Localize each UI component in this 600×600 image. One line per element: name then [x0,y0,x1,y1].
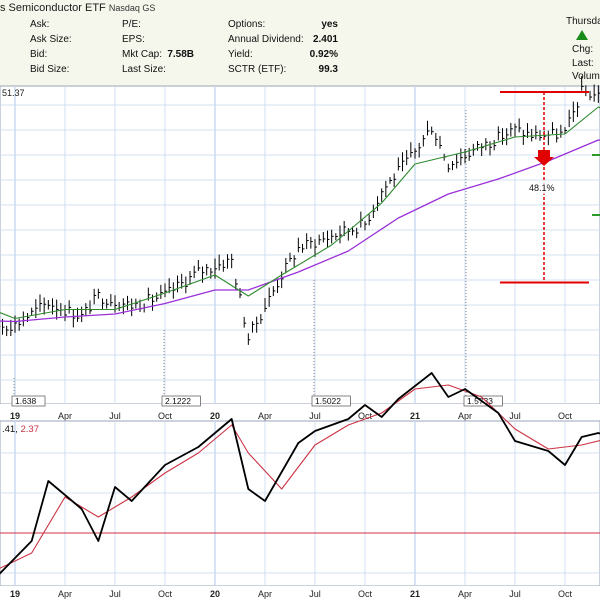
macd-line [0,372,600,575]
sctr-value: 99.3 [318,64,338,75]
options-value: yes [321,19,338,30]
chg-label: Chg: [572,44,594,55]
price-x-tick-label: Jul [509,411,521,421]
sma-long-line [0,139,600,323]
price-x-tick-label: Apr [458,411,472,421]
price-x-tick-label: 20 [210,411,220,421]
yield-value: 0.92% [309,49,338,60]
signal-value: 2.37 [21,424,40,435]
quote-header: s Semiconductor ETF Nasdaq GS Ask: Ask S… [0,0,600,87]
bid-label: Bid: [30,49,48,60]
oscillator-x-tick-label: Apr [458,589,472,599]
price-top-value-label: 51.37 [2,88,25,98]
oscillator-x-tick-label: 20 [210,589,220,599]
ask-size-label: Ask Size: [30,34,72,45]
sma-short-line [0,106,600,320]
price-marker-box [11,395,46,407]
options-label: Options: [228,19,266,30]
oscillator-x-tick-label: 21 [410,589,420,599]
oscillator-x-tick-label: 19 [10,589,20,599]
sctr-label: SCTR (ETF): [228,64,287,75]
price-x-tick-label: Jul [309,411,321,421]
exchange-name: Nasdaq GS [108,3,156,13]
oscillator-panel-frame [0,420,600,587]
price-marker-label: 1.638 [15,396,37,406]
oscillator-legend: .41, 2.37 [2,424,39,435]
day-label: Thursda [566,16,600,27]
annual-dividend-label: Annual Dividend: [228,34,304,45]
macd-value: .41, [2,424,21,435]
oscillator-x-tick-label: Jul [509,589,521,599]
price-axis-band [0,404,600,421]
price-panel: 19AprJulOct20AprJulOct21AprJulOct22AprJu… [0,76,600,421]
price-x-tick-label: Apr [258,411,272,421]
last-size-label: Last Size: [122,64,166,75]
up-arrow-icon [576,30,588,40]
chart-title: s Semiconductor ETF Nasdaq GS [0,2,155,14]
annual-dividend-value: 2.401 [312,34,338,45]
drawdown-annotation: 48.1% [500,91,600,284]
volume-label: Volum [572,71,600,82]
signal-line [0,384,600,569]
oscillator-x-tick-label: Apr [58,589,72,599]
oscillator-x-tick-label: Apr [258,589,272,599]
price-x-tick-label: Apr [58,411,72,421]
price-marker-box [161,395,201,407]
ask-label: Ask: [30,19,50,30]
pe-label: P/E: [122,19,141,30]
price-x-tick-label: Oct [558,411,573,421]
price-x-tick-label: Jul [109,411,121,421]
oscillator-axis-band [0,586,600,600]
price-x-tick-label: Oct [158,411,173,421]
price-panel-frame [0,85,600,405]
oscillator-x-tick-label: Jul [109,589,121,599]
bid-size-label: Bid Size: [30,64,70,75]
price-bars [0,76,600,345]
drawdown-label-bg [527,182,561,194]
price-marker-box [311,395,351,407]
drawdown-label: 48.1% [529,183,555,193]
last-label: Last: [572,58,594,69]
mkt-cap-value: 7.58B [167,49,194,60]
oscillator-x-tick-label: Jul [309,589,321,599]
yield-label: Yield: [228,49,253,60]
etf-name: s Semiconductor ETF [0,2,106,14]
price-x-tick-label: Oct [358,411,373,421]
eps-label: EPS: [122,34,145,45]
down-arrow-icon [534,150,554,166]
mkt-cap-label: Mkt Cap: [122,49,163,60]
price-x-tick-label: 21 [410,411,420,421]
oscillator-x-tick-label: Oct [558,589,573,599]
price-marker-label: 2.1222 [165,396,191,406]
oscillator-x-tick-label: Oct [358,589,373,599]
oscillator-panel: 19AprJulOct20AprJulOct21AprJulOct22AprJu… [0,372,600,600]
oscillator-x-tick-label: Oct [158,589,173,599]
price-marker-label: 1.5022 [315,396,341,406]
price-x-tick-label: 19 [10,411,20,421]
